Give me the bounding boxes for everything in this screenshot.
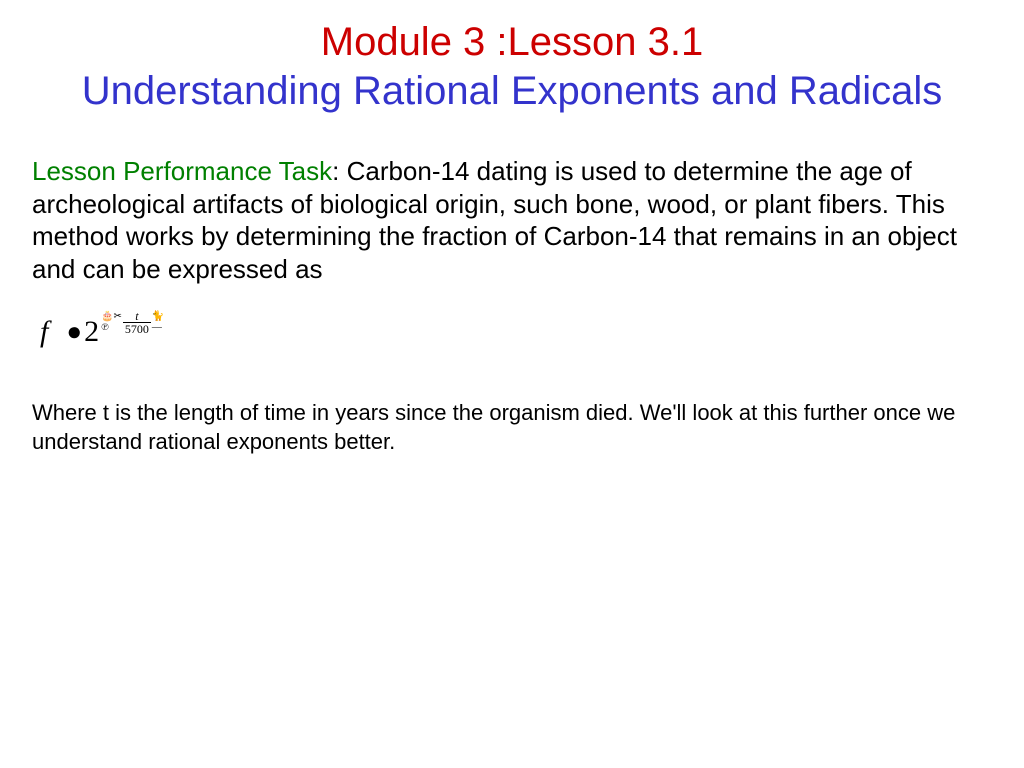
lesson-subtitle: Understanding Rational Exponents and Rad… [30,67,994,115]
formula-deco-right: 🐈 — [152,311,164,333]
title-block: Module 3 :Lesson 3.1 Understanding Ratio… [30,20,994,115]
formula-bullet: ● [66,317,82,347]
deco-right-top: 🐈 [152,311,164,322]
deco-left-bot: ℗ [101,322,122,333]
fraction-numerator: t [135,310,138,322]
footnote-paragraph: Where t is the length of time in years s… [30,399,994,456]
module-title: Module 3 :Lesson 3.1 [30,20,994,65]
formula-exponent-fraction: t 5700 [123,310,151,335]
body-paragraph: Lesson Performance Task: Carbon-14 datin… [30,155,994,285]
formula-base: 2 [84,315,99,349]
task-label: Lesson Performance Task [32,156,332,186]
slide-container: Module 3 :Lesson 3.1 Understanding Ratio… [0,0,1024,768]
task-colon: : [332,156,346,186]
formula: f ● 2 🎂✂ ℗ t 5700 🐈 — [40,315,994,349]
fraction-denominator: 5700 [125,323,149,335]
deco-right-bot: — [152,322,164,333]
formula-deco-left: 🎂✂ ℗ [101,311,122,333]
deco-left-top: 🎂✂ [101,311,122,322]
formula-lhs: f [40,315,48,349]
